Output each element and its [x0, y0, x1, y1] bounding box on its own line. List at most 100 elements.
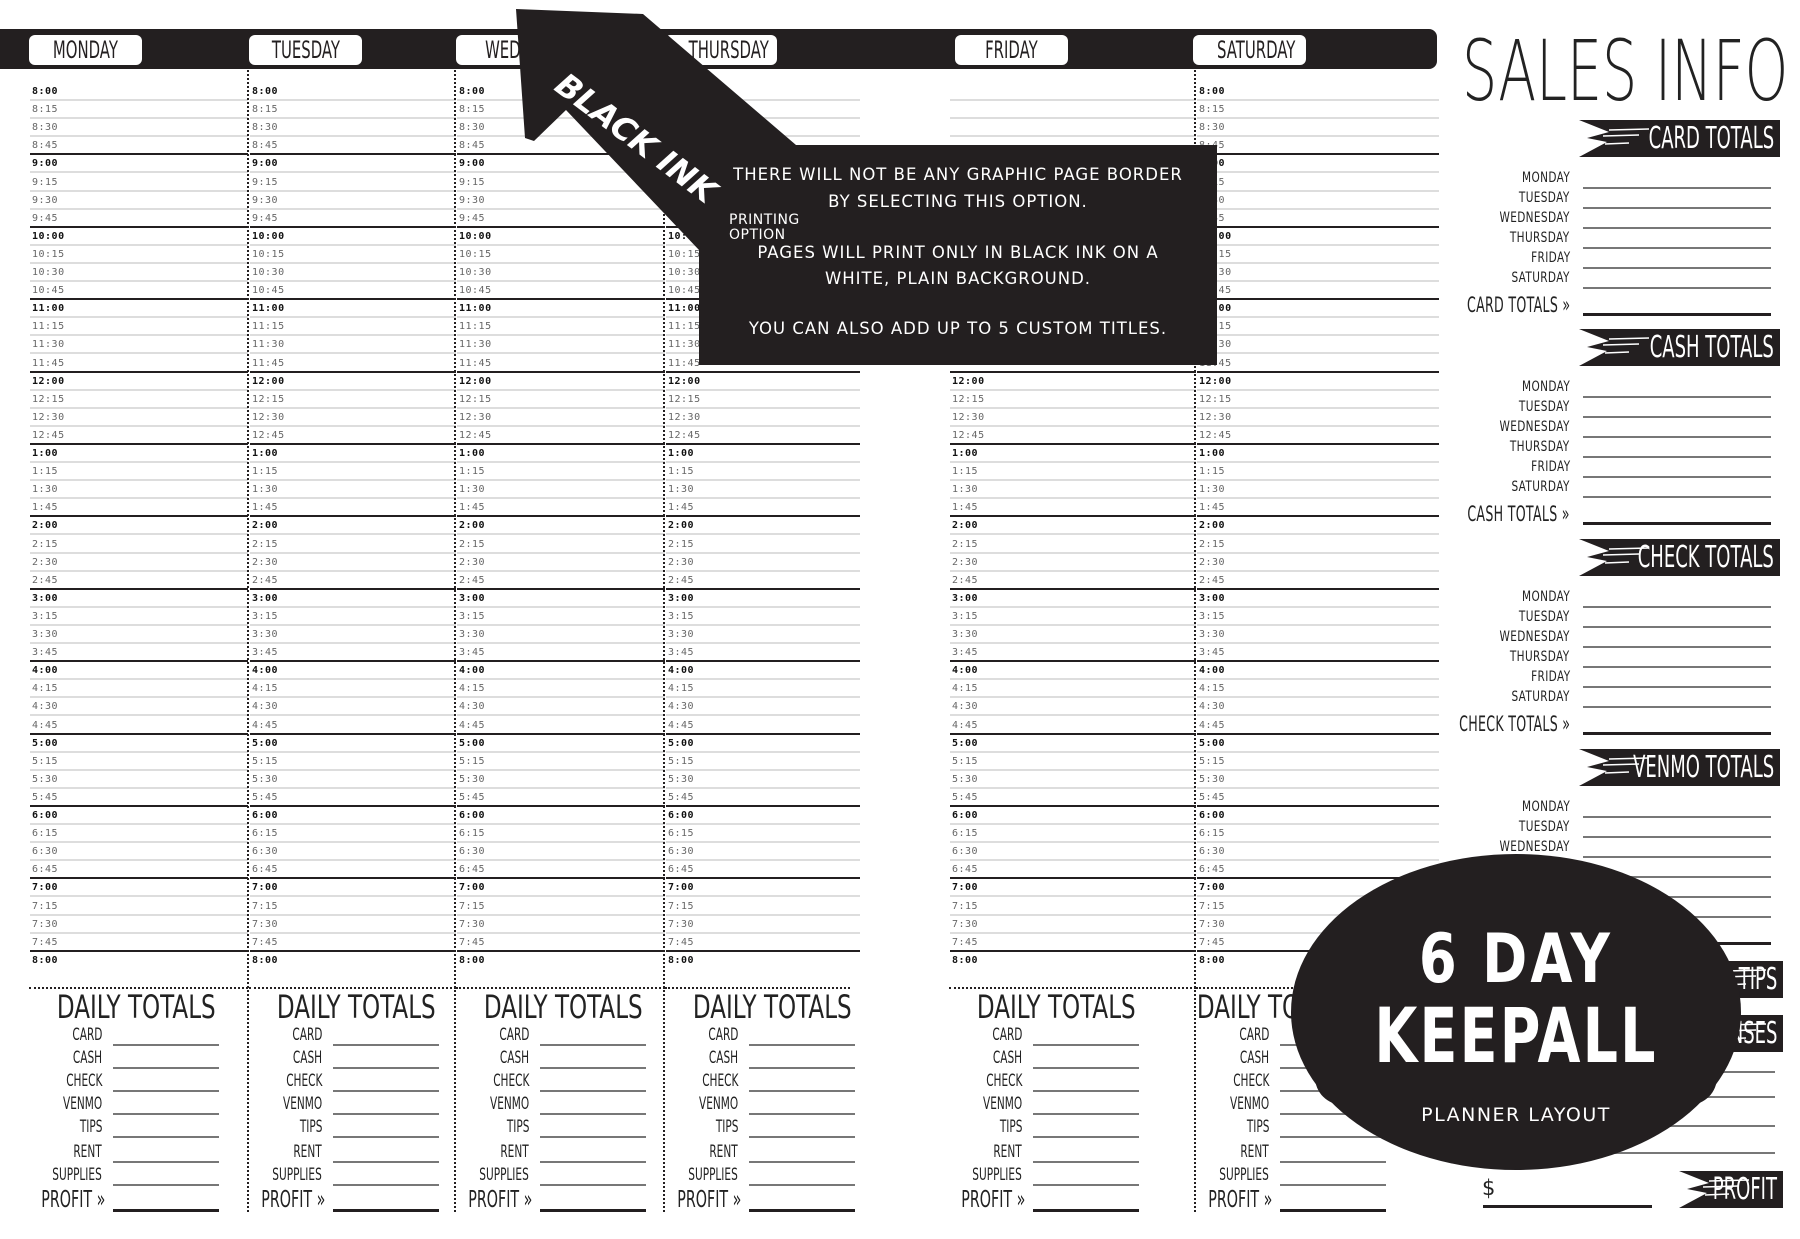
daily-total-field[interactable] — [333, 1090, 439, 1092]
time-slot[interactable]: 5:00 — [457, 735, 665, 753]
time-slot[interactable]: 4:15 — [950, 680, 1196, 699]
time-slot[interactable]: 10:45 — [457, 282, 665, 301]
time-slot[interactable]: 3:00 — [250, 590, 456, 608]
sales-day-field[interactable] — [1583, 246, 1771, 249]
time-slot[interactable]: 12:00 — [950, 373, 1196, 391]
time-slot[interactable]: 2:15 — [1197, 536, 1439, 554]
time-slot[interactable]: 11:30 — [457, 336, 665, 355]
daily-total-field[interactable] — [540, 1113, 646, 1115]
time-slot[interactable]: 1:45 — [250, 499, 456, 518]
time-slot[interactable]: 6:30 — [457, 843, 665, 862]
time-slot[interactable]: 12:00 — [250, 373, 456, 391]
time-slot[interactable]: 8:15 — [30, 101, 248, 120]
daily-total-field[interactable] — [333, 1044, 439, 1046]
time-slot[interactable]: 6:45 — [666, 861, 860, 880]
time-slot[interactable]: 6:45 — [30, 861, 248, 880]
sales-day-field[interactable] — [1583, 435, 1771, 438]
time-slot[interactable]: 1:15 — [950, 463, 1196, 482]
time-slot[interactable]: 6:45 — [457, 861, 665, 880]
daily-total-field[interactable] — [1280, 1184, 1386, 1186]
time-slot[interactable]: 5:30 — [457, 771, 665, 789]
time-slot[interactable]: 5:15 — [250, 753, 456, 771]
time-slot[interactable]: 11:30 — [250, 336, 456, 355]
time-slot[interactable]: 6:15 — [30, 825, 248, 844]
time-slot[interactable]: 5:30 — [950, 771, 1196, 789]
time-slot[interactable]: 4:15 — [457, 680, 665, 699]
time-slot[interactable]: 6:15 — [950, 825, 1196, 844]
time-slot[interactable]: 7:00 — [666, 879, 860, 898]
time-slot[interactable]: 4:15 — [1197, 680, 1439, 699]
sales-day-field[interactable] — [1583, 495, 1771, 498]
daily-total-field[interactable] — [1033, 1090, 1139, 1092]
time-slot[interactable]: 3:00 — [666, 590, 860, 608]
time-slot[interactable]: 6:30 — [1197, 843, 1439, 862]
sales-day-field[interactable] — [1583, 855, 1771, 858]
time-slot[interactable]: 2:30 — [250, 554, 456, 572]
time-slot[interactable]: 3:45 — [666, 644, 860, 663]
time-slot[interactable]: 9:00 — [250, 155, 456, 174]
time-slot[interactable]: 5:30 — [30, 771, 248, 789]
time-slot[interactable]: 1:15 — [250, 463, 456, 482]
time-slot[interactable]: 9:45 — [30, 210, 248, 228]
time-slot[interactable]: 7:00 — [250, 879, 456, 898]
time-slot[interactable]: 9:30 — [250, 192, 456, 210]
daily-total-field[interactable] — [749, 1136, 855, 1138]
time-slot[interactable]: 8:00 — [30, 952, 248, 970]
time-slot[interactable]: 5:15 — [666, 753, 860, 771]
section-total-field[interactable] — [1583, 732, 1771, 735]
time-slot[interactable]: 6:15 — [457, 825, 665, 844]
time-slot[interactable]: 9:45 — [250, 210, 456, 228]
time-slot[interactable]: 2:00 — [666, 517, 860, 536]
time-slot[interactable]: 12:30 — [950, 409, 1196, 427]
time-slot[interactable]: 3:30 — [1197, 626, 1439, 645]
time-slot[interactable]: 11:45 — [457, 355, 665, 373]
time-slot[interactable]: 3:45 — [950, 644, 1196, 663]
time-slot[interactable]: 5:30 — [250, 771, 456, 789]
time-slot[interactable]: 11:15 — [30, 318, 248, 337]
time-slot[interactable]: 5:15 — [457, 753, 665, 771]
time-slot[interactable]: 11:00 — [457, 300, 665, 319]
time-slot[interactable]: 12:15 — [1197, 391, 1439, 409]
time-slot[interactable]: 1:45 — [950, 499, 1196, 518]
time-slot[interactable]: 1:30 — [457, 481, 665, 500]
time-slot[interactable]: 3:15 — [950, 608, 1196, 626]
daily-total-field[interactable] — [749, 1113, 855, 1115]
time-slot[interactable]: 7:30 — [30, 916, 248, 934]
time-slot[interactable]: 2:00 — [950, 517, 1196, 536]
time-slot[interactable]: 1:45 — [30, 499, 248, 518]
time-slot[interactable]: 1:30 — [1197, 481, 1439, 500]
time-slot[interactable]: 1:15 — [1197, 463, 1439, 482]
time-slot[interactable]: 5:00 — [666, 735, 860, 753]
time-slot[interactable]: 7:15 — [457, 898, 665, 916]
time-slot[interactable]: 10:15 — [457, 246, 665, 264]
time-slot[interactable]: 11:45 — [666, 355, 860, 373]
time-slot[interactable]: 10:30 — [30, 264, 248, 283]
sales-day-field[interactable] — [1583, 625, 1771, 628]
time-slot[interactable] — [950, 83, 1196, 102]
time-slot[interactable]: 11:15 — [457, 318, 665, 337]
time-slot[interactable]: 6:00 — [666, 807, 860, 826]
time-slot[interactable] — [950, 355, 1196, 373]
time-slot[interactable]: 3:15 — [1197, 608, 1439, 626]
time-slot[interactable]: 1:30 — [30, 481, 248, 500]
time-slot[interactable]: 4:30 — [1197, 698, 1439, 717]
time-slot[interactable]: 5:45 — [30, 789, 248, 807]
daily-total-field[interactable] — [540, 1184, 646, 1186]
time-slot[interactable]: 5:45 — [1197, 789, 1439, 807]
time-slot[interactable]: 6:15 — [250, 825, 456, 844]
time-slot[interactable]: 4:45 — [666, 717, 860, 735]
time-slot[interactable]: 6:00 — [457, 807, 665, 826]
time-slot[interactable] — [950, 101, 1196, 120]
time-slot[interactable]: 1:30 — [666, 481, 860, 500]
time-slot[interactable]: 10:15 — [30, 246, 248, 264]
profit-field[interactable] — [540, 1209, 646, 1212]
time-slot[interactable]: 12:00 — [30, 373, 248, 391]
time-slot[interactable]: 8:15 — [250, 101, 456, 120]
time-slot[interactable]: 7:45 — [30, 934, 248, 952]
time-slot[interactable]: 3:15 — [250, 608, 456, 626]
time-slot[interactable]: 8:00 — [1197, 83, 1439, 102]
time-slot[interactable]: 3:30 — [250, 626, 456, 645]
time-slot[interactable]: 6:15 — [1197, 825, 1439, 844]
time-slot[interactable]: 9:00 — [30, 155, 248, 174]
time-slot[interactable]: 4:45 — [1197, 717, 1439, 735]
